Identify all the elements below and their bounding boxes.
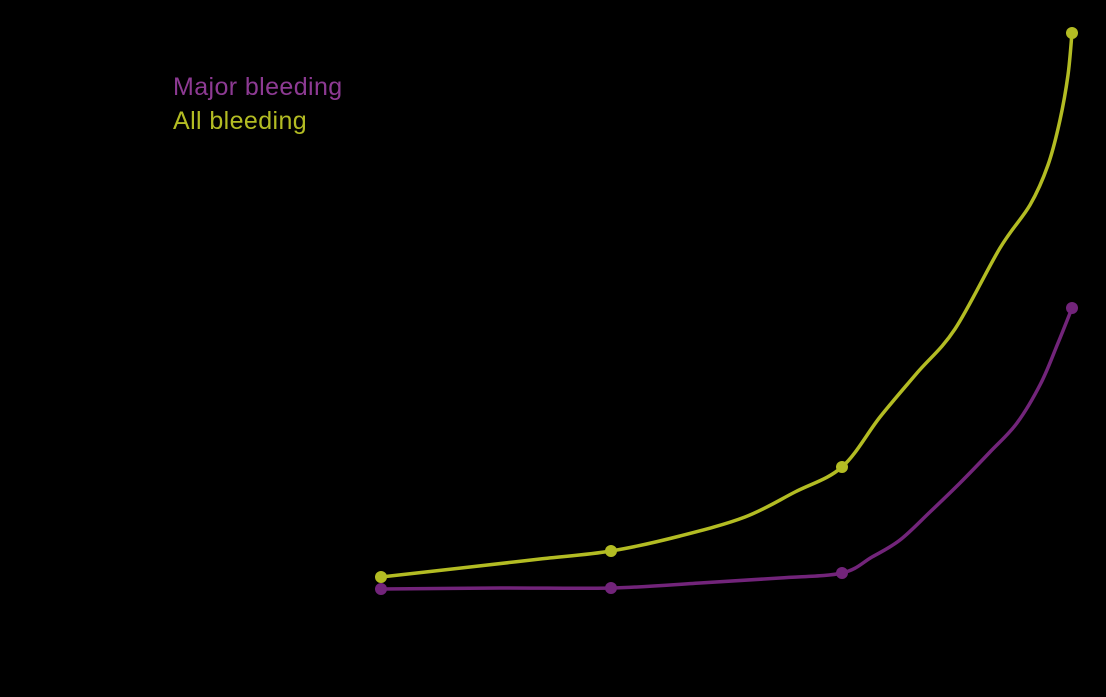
series-marker-major-bleeding-3: [1066, 302, 1078, 314]
legend-label-major-bleeding: Major bleeding: [173, 73, 343, 101]
series-marker-all-bleeding-1: [605, 545, 617, 557]
series-marker-all-bleeding-2: [836, 461, 848, 473]
series-marker-all-bleeding-3: [1066, 27, 1078, 39]
series-marker-major-bleeding-0: [375, 583, 387, 595]
legend-label-all-bleeding: All bleeding: [173, 107, 308, 135]
legend-item-major-bleeding: Major bleeding: [173, 70, 343, 104]
series-marker-all-bleeding-0: [375, 571, 387, 583]
chart-legend: Major bleeding All bleeding: [173, 70, 343, 138]
series-line-major-bleeding: [379, 306, 1074, 591]
series-line-all-bleeding: [379, 31, 1074, 579]
series-marker-major-bleeding-1: [605, 582, 617, 594]
series-marker-major-bleeding-2: [836, 567, 848, 579]
legend-item-all-bleeding: All bleeding: [173, 104, 343, 138]
